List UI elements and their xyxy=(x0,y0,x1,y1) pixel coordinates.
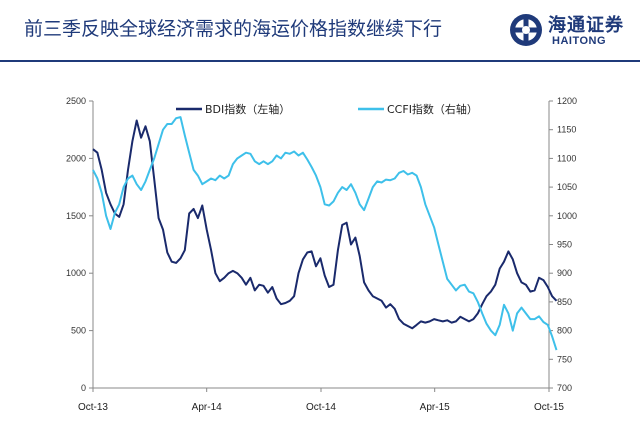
x-tick-label: Apr-15 xyxy=(420,402,450,413)
right-tick-label: 1200 xyxy=(557,96,577,106)
left-tick-label: 500 xyxy=(71,326,86,336)
right-tick-label: 1050 xyxy=(557,182,577,192)
ccfi-series-line xyxy=(92,116,558,351)
left-tick-label: 1000 xyxy=(66,268,86,278)
chart-lines xyxy=(92,116,558,351)
x-tick-label: Oct-15 xyxy=(534,402,564,413)
right-tick-label: 1150 xyxy=(557,125,576,135)
page-title: 前三季反映全球经济需求的海运价格指数继续下行 xyxy=(24,18,443,40)
right-tick-label: 850 xyxy=(557,297,572,307)
x-tick-label: Oct-14 xyxy=(306,402,336,413)
right-tick-label: 700 xyxy=(557,383,572,393)
left-tick-label: 2000 xyxy=(66,153,86,163)
logo-text-cn: 海通证券 xyxy=(548,15,624,36)
haitong-logo-icon xyxy=(510,14,542,46)
right-tick-label: 750 xyxy=(557,354,572,364)
right-tick-label: 950 xyxy=(557,240,572,250)
legend-label-bdi: BDI指数（左轴） xyxy=(205,102,290,116)
brand-logo: 海通证券 HAITONG xyxy=(508,10,636,52)
left-tick-label: 1500 xyxy=(66,211,86,221)
left-tick-label: 0 xyxy=(81,383,86,393)
header: 前三季反映全球经济需求的海运价格指数继续下行 海通证券 HAITONG xyxy=(0,0,640,58)
x-tick-label: Apr-14 xyxy=(192,402,222,413)
chart-legend: BDI指数（左轴） CCFI指数（右轴） xyxy=(176,102,478,116)
right-tick-label: 1000 xyxy=(557,211,577,221)
logo-text-en: HAITONG xyxy=(552,35,607,47)
right-tick-label: 800 xyxy=(557,326,572,336)
chart-axes: 0 500 1000 1500 2000 2500 700 750 800 850 900 950 10… xyxy=(66,96,577,413)
header-divider xyxy=(0,60,640,62)
legend-label-ccfi: CCFI指数（右轴） xyxy=(387,102,478,116)
right-tick-label: 1100 xyxy=(557,153,576,163)
x-tick-label: Oct-13 xyxy=(78,402,108,413)
right-tick-label: 900 xyxy=(557,268,572,278)
left-tick-label: 2500 xyxy=(66,96,86,106)
bdi-series-line xyxy=(92,119,558,330)
chart: 0 500 1000 1500 2000 2500 700 750 800 850 900 950 10… xyxy=(66,96,577,413)
